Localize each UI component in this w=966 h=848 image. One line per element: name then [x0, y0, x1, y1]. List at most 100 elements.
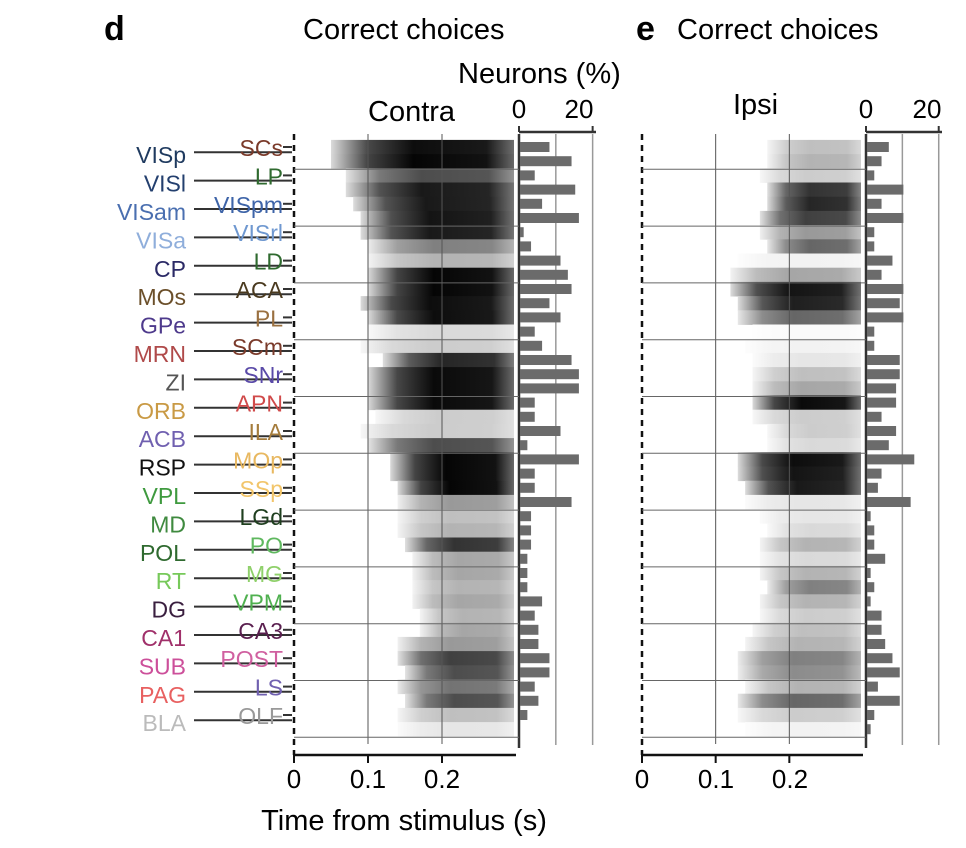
- heatmap-d-row-GPe: [368, 324, 514, 340]
- heatmap-d-row-ILA: [360, 423, 514, 439]
- bar-d-VPL: [520, 497, 572, 507]
- area-label-LS: LS: [255, 675, 283, 701]
- area-label-VISp: VISp: [136, 142, 186, 168]
- bar-d-MOp: [520, 454, 579, 465]
- area-label-VISpm: VISpm: [214, 192, 283, 218]
- bar-e-SUB: [867, 667, 900, 678]
- heatmap-e-row-PAG: [737, 693, 861, 709]
- bar-d-CA1: [520, 639, 539, 649]
- bar-e-ILA: [867, 426, 897, 436]
- time-e-tick-0: 0: [635, 764, 649, 794]
- heatmap-d-row-VPM: [412, 594, 514, 609]
- area-label-VISam: VISam: [117, 199, 186, 225]
- area-label-SCs: SCs: [240, 135, 283, 161]
- heatmap-d-row-POST: [397, 651, 514, 666]
- time-d-tick-0.2: 0.2: [424, 764, 460, 794]
- heatmap-d-row-SCs: [331, 139, 514, 155]
- bar-e-CA3: [867, 624, 882, 635]
- area-label-DG: DG: [152, 597, 187, 623]
- bar-d-LS: [520, 681, 535, 692]
- area-label-SCm: SCm: [232, 334, 283, 360]
- heatmap-d-row-ACB: [368, 438, 514, 453]
- bar-e-VISa: [867, 241, 875, 252]
- heatmap-e-row-GPe: [752, 324, 861, 340]
- bar-e-SCs: [867, 142, 889, 152]
- heatmap-e-row-LS: [745, 679, 861, 695]
- heatmap-e-row-OLF: [737, 707, 861, 723]
- area-label-LD: LD: [254, 249, 283, 275]
- heatmap-d-row-SUB: [405, 665, 514, 680]
- bar-e-ACA: [867, 284, 904, 294]
- heatmap-e-row-VPM: [759, 594, 861, 609]
- area-label-OLF: OLF: [238, 703, 283, 729]
- heatmap-d-row-MOs: [360, 296, 514, 311]
- chart-marks: VISpVISlVISamVISaCPMOsGPeMRNZIORBACBRSPV…: [117, 126, 942, 763]
- bar-e-OLF: [867, 710, 875, 720]
- area-label-CP: CP: [154, 256, 186, 282]
- heatmap-d-row-MD: [397, 523, 514, 538]
- heatmap-e-row-LGd: [759, 509, 861, 524]
- heatmap-d-row-VISam: [360, 210, 514, 226]
- heatmap-e-row-BLA: [745, 722, 861, 737]
- bar-e-VPM: [867, 596, 871, 607]
- area-label-SNr: SNr: [243, 362, 283, 388]
- bar-d-VISrl: [520, 227, 524, 238]
- heatmap-d-row-CP: [368, 267, 514, 283]
- heatmap-e-row-LD: [737, 253, 861, 269]
- bar-e-VISam: [867, 213, 904, 223]
- heatmap-d-row-VPL: [397, 494, 514, 510]
- heatmap-e-row-POL: [759, 551, 861, 567]
- heatmap-d-row-CA3: [419, 622, 514, 638]
- heatmap-d-row-SCm: [360, 338, 514, 354]
- area-label-PL: PL: [255, 305, 283, 331]
- bar-d-VISl: [520, 184, 576, 195]
- panel-letter-d: d: [104, 10, 125, 48]
- heatmap-d-row-APN: [368, 395, 514, 411]
- neurons-axis-label: Neurons (%): [458, 58, 621, 90]
- bar-e-SCm: [867, 340, 875, 351]
- area-label-VISa: VISa: [136, 227, 186, 253]
- bar-e-MOp: [867, 454, 915, 465]
- heatmap-e-row-ZI: [752, 381, 861, 396]
- heatmap-d-row-MG: [412, 565, 514, 581]
- time-d-tick-0.1: 0.1: [350, 764, 386, 794]
- time-e-tick-0.1: 0.1: [698, 764, 734, 794]
- bar-d-VISam: [520, 213, 579, 223]
- bar-d-SCm: [520, 340, 543, 351]
- heatmap-e-row-LP: [759, 168, 861, 183]
- area-label-VISl: VISl: [144, 171, 186, 197]
- area-label-GPe: GPe: [140, 313, 186, 339]
- heatmap-d-row-CA1: [397, 636, 514, 652]
- bar-d-LD: [520, 255, 561, 266]
- heatmap-d-row-OLF: [397, 707, 514, 723]
- heatmap-d-row-MRN: [382, 352, 514, 368]
- panel-e-subtitle: Ipsi: [733, 89, 778, 121]
- bar-d-VISp: [520, 156, 572, 167]
- area-label-MOs: MOs: [137, 284, 186, 310]
- bar-d-CA3: [520, 624, 539, 635]
- bar-d-PAG: [520, 695, 539, 706]
- heatmap-e-row-CA1: [745, 636, 861, 652]
- bar-e-ORB: [867, 411, 882, 422]
- area-label-ZI: ZI: [166, 369, 186, 395]
- heatmap-e-row-VISpm: [767, 196, 861, 212]
- area-label-LP: LP: [255, 163, 283, 189]
- heatmap-d-row-POL: [412, 551, 514, 567]
- heatmap-d-row-SNr: [368, 367, 514, 382]
- heatmap-d-row-VISl: [345, 182, 514, 198]
- bar-e-ACB: [867, 440, 889, 451]
- bar-d-SUB: [520, 667, 550, 678]
- heatmap-e-row-MG: [759, 565, 861, 581]
- area-label-CA3: CA3: [238, 618, 283, 644]
- bar-d-LP: [520, 170, 535, 181]
- heatmap-e-row-SNr: [752, 367, 861, 382]
- heatmap-d-row-SSp: [397, 480, 514, 496]
- heatmap-d-row-VISp: [331, 154, 514, 169]
- area-label-MRN: MRN: [134, 341, 186, 367]
- bar-e-tick-0: 0: [859, 94, 873, 124]
- heatmap-e-row-SCm: [745, 338, 861, 354]
- heatmap-e-row-VPL: [745, 494, 861, 510]
- bar-e-LD: [867, 255, 893, 266]
- bar-e-VISl: [867, 184, 904, 195]
- bar-d-PO: [520, 539, 532, 550]
